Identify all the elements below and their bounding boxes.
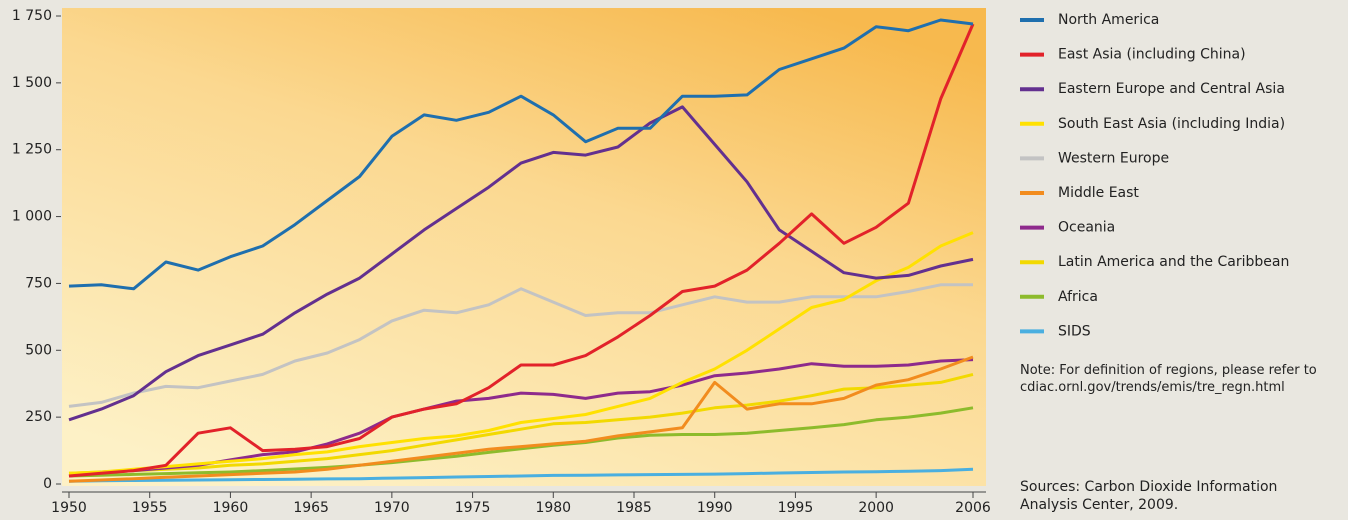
- x-tick-label: 2006: [955, 500, 991, 516]
- x-tick-label: 1955: [132, 500, 168, 516]
- x-tick-label: 2000: [858, 500, 894, 516]
- note: Note: For definition of regions, please …: [1020, 363, 1317, 395]
- legend-label: Eastern Europe and Central Asia: [1058, 81, 1285, 97]
- y-tick-label: 750: [25, 275, 52, 291]
- series-line: [68, 283, 973, 408]
- y-tick-label: 0: [43, 476, 52, 492]
- series-line: [68, 467, 974, 483]
- y-tick-label: 500: [25, 342, 52, 358]
- legend-label: Western Europe: [1058, 150, 1169, 166]
- legend-label: South East Asia (including India): [1058, 116, 1285, 132]
- x-tick-label: 1985: [616, 500, 652, 516]
- x-tick-label: 1965: [293, 500, 329, 516]
- series-line: [68, 231, 974, 475]
- legend-label: Oceania: [1058, 220, 1115, 236]
- legend-label: Middle East: [1058, 185, 1139, 201]
- x-tick-label: 1995: [778, 500, 814, 516]
- series-line: [68, 372, 974, 475]
- legend-label: Africa: [1058, 289, 1098, 305]
- series-line: [68, 23, 975, 478]
- x-tick-label: 1950: [51, 500, 87, 516]
- plot-area: [62, 8, 986, 486]
- y-tick-label: 1 500: [12, 75, 52, 91]
- x-tick-label: 1980: [535, 500, 571, 516]
- legend-label: North America: [1058, 12, 1159, 28]
- y-tick-label: 1 250: [12, 142, 52, 158]
- source: Sources: Carbon Dioxide Information Anal…: [1020, 479, 1278, 513]
- y-tick-label: 250: [25, 409, 52, 425]
- legend-label: SIDS: [1058, 323, 1091, 339]
- legend-label: East Asia (including China): [1058, 47, 1246, 63]
- series-line: [68, 105, 974, 422]
- y-tick-label: 1 000: [12, 209, 52, 225]
- x-tick-label: 1990: [697, 500, 733, 516]
- x-tick-label: 1975: [455, 500, 491, 516]
- series-line: [68, 18, 974, 291]
- x-tick-label: 1960: [213, 500, 249, 516]
- series-line: [68, 406, 974, 478]
- x-tick-label: 1970: [374, 500, 410, 516]
- legend-label: Latin America and the Caribbean: [1058, 254, 1289, 270]
- y-tick-label: 1 750: [12, 8, 52, 24]
- series-line: [68, 355, 974, 483]
